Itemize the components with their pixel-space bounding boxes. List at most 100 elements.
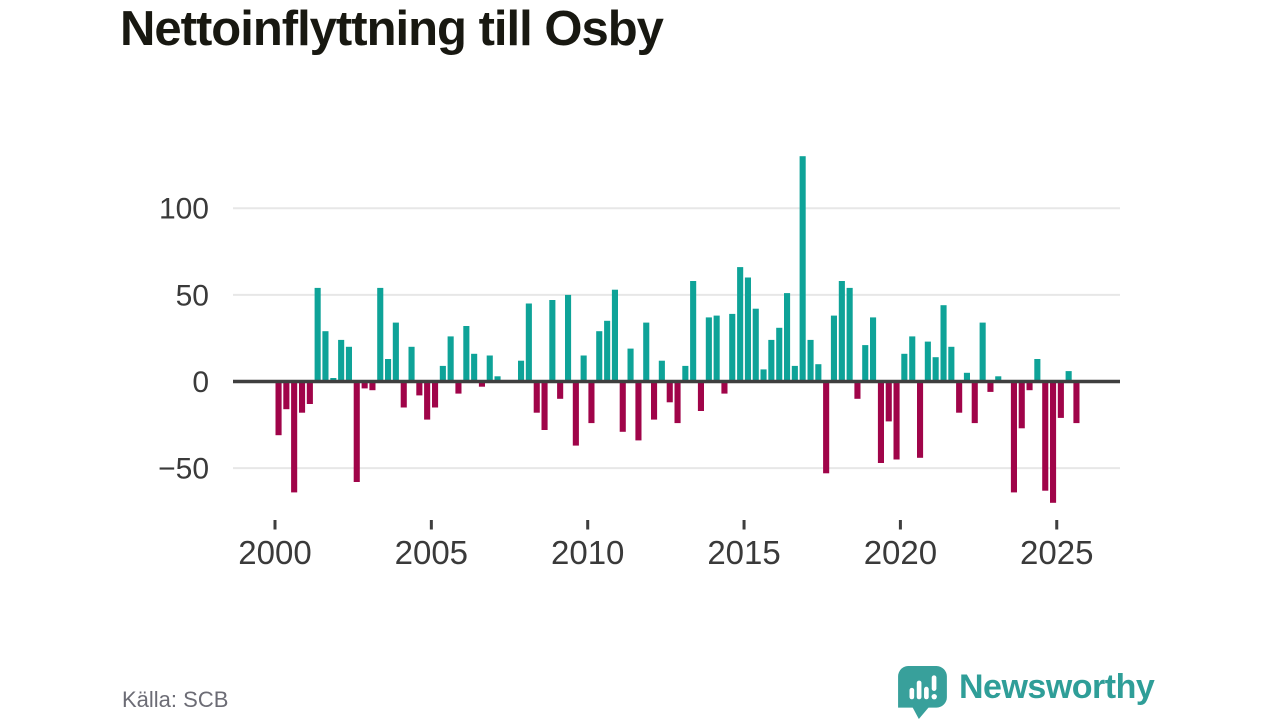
- bar-2025-Q2: [1065, 371, 1072, 382]
- bar-2012-Q4: [674, 381, 681, 424]
- bar-2005-Q2: [439, 365, 446, 382]
- bar-2000-Q3: [291, 381, 298, 493]
- bar-2011-Q4: [643, 322, 650, 382]
- bar-2006-Q1: [463, 326, 470, 382]
- bar-2004-Q3: [416, 381, 423, 396]
- bar-2001-Q3: [322, 331, 329, 382]
- bar-2002-Q3: [353, 381, 360, 482]
- bar-2020-Q1: [901, 353, 908, 382]
- bar-2002-Q2: [345, 346, 352, 382]
- bar-2024-Q1: [1026, 381, 1033, 391]
- bar-2009-Q3: [572, 381, 579, 446]
- bar-2011-Q2: [627, 348, 634, 382]
- bar-2011-Q1: [619, 381, 626, 432]
- newsworthy-brand-link[interactable]: Newsworthy: [898, 665, 1155, 719]
- bar-2000-Q1: [275, 381, 282, 436]
- bar-2015-Q1: [744, 277, 751, 382]
- x-tick-2020: [898, 520, 902, 530]
- bar-2000-Q4: [299, 381, 306, 413]
- bar-2013-Q4: [705, 317, 712, 382]
- bar-2008-Q1: [525, 303, 532, 382]
- bar-2010-Q4: [611, 289, 618, 382]
- bar-2017-Q2: [815, 364, 822, 382]
- bar-2009-Q4: [580, 355, 587, 382]
- bar-2002-Q4: [361, 381, 368, 389]
- bar-2013-Q3: [697, 381, 704, 411]
- bar-2005-Q1: [432, 381, 439, 408]
- bar-2020-Q4: [924, 341, 931, 382]
- bar-2024-Q4: [1050, 381, 1057, 503]
- bar-2005-Q4: [455, 381, 462, 394]
- bar-2019-Q2: [877, 381, 884, 463]
- bar-2010-Q3: [604, 320, 611, 382]
- logo-exclamation-dot: [931, 693, 937, 700]
- bar-2023-Q1: [995, 376, 1002, 382]
- x-tick-label-2020: 2020: [864, 534, 937, 571]
- logo-bar-1: [909, 687, 915, 700]
- bar-2006-Q4: [486, 355, 493, 382]
- x-tick-2000: [273, 520, 277, 530]
- bar-2009-Q1: [557, 381, 564, 399]
- x-tick-label-2000: 2000: [238, 534, 311, 571]
- bar-2008-Q2: [533, 381, 540, 413]
- bar-2014-Q4: [737, 267, 744, 382]
- bar-2016-Q2: [784, 293, 791, 382]
- x-tick-label-2025: 2025: [1020, 534, 1093, 571]
- bar-2010-Q2: [596, 331, 603, 382]
- bar-2013-Q2: [690, 281, 697, 382]
- bar-2018-Q2: [846, 287, 853, 382]
- x-tick-2015: [742, 520, 746, 530]
- bar-2016-Q4: [799, 156, 806, 382]
- chart-title: Nettoinflyttning till Osby: [120, 2, 664, 56]
- bar-2005-Q3: [447, 336, 454, 382]
- logo-bubble-shape: [898, 665, 947, 708]
- bar-2010-Q1: [588, 381, 595, 424]
- bar-2017-Q1: [807, 339, 814, 382]
- bar-2003-Q1: [369, 381, 376, 391]
- bar-2014-Q3: [729, 313, 736, 382]
- bar-2006-Q3: [478, 381, 485, 387]
- bar-2009-Q2: [565, 294, 572, 382]
- bar-2004-Q2: [408, 346, 415, 382]
- x-tick-label-2015: 2015: [707, 534, 780, 571]
- bar-2012-Q3: [666, 381, 673, 403]
- bar-2011-Q3: [635, 381, 642, 441]
- bar-2024-Q3: [1042, 381, 1049, 491]
- y-tick-label-0: 0: [192, 366, 209, 399]
- bar-2002-Q1: [338, 339, 345, 382]
- bar-2003-Q2: [377, 287, 384, 382]
- x-tick-label-2005: 2005: [395, 534, 468, 571]
- bar-2016-Q3: [791, 365, 798, 382]
- bar-2018-Q4: [862, 345, 869, 382]
- bar-2024-Q2: [1034, 359, 1041, 382]
- bar-2017-Q3: [823, 381, 830, 474]
- bar-2018-Q3: [854, 381, 861, 399]
- bar-2022-Q3: [979, 322, 986, 382]
- bar-2007-Q4: [518, 360, 525, 382]
- bar-2015-Q2: [752, 308, 759, 382]
- bar-2006-Q2: [471, 353, 478, 382]
- bar-2020-Q3: [917, 381, 924, 458]
- bar-2019-Q4: [893, 381, 900, 460]
- logo-bubble-tail: [911, 705, 931, 719]
- newsworthy-logo-icon: [898, 665, 947, 719]
- bar-2015-Q3: [760, 369, 767, 382]
- bar-2013-Q1: [682, 365, 689, 382]
- logo-bar-2: [916, 680, 922, 700]
- brand-wordmark: Newsworthy: [959, 668, 1155, 706]
- bar-2021-Q2: [940, 305, 947, 382]
- bar-2023-Q3: [1010, 381, 1017, 493]
- bar-2016-Q1: [776, 327, 783, 382]
- bar-2003-Q3: [385, 359, 392, 382]
- bar-2004-Q1: [400, 381, 407, 408]
- bar-2000-Q2: [283, 381, 290, 410]
- bar-2025-Q1: [1057, 381, 1064, 418]
- y-tick-label-100: 100: [159, 193, 209, 226]
- bar-2004-Q4: [424, 381, 431, 420]
- bar-2022-Q2: [971, 381, 978, 424]
- bar-2015-Q4: [768, 339, 775, 382]
- x-tick-label-2010: 2010: [551, 534, 624, 571]
- bar-2014-Q1: [713, 315, 720, 382]
